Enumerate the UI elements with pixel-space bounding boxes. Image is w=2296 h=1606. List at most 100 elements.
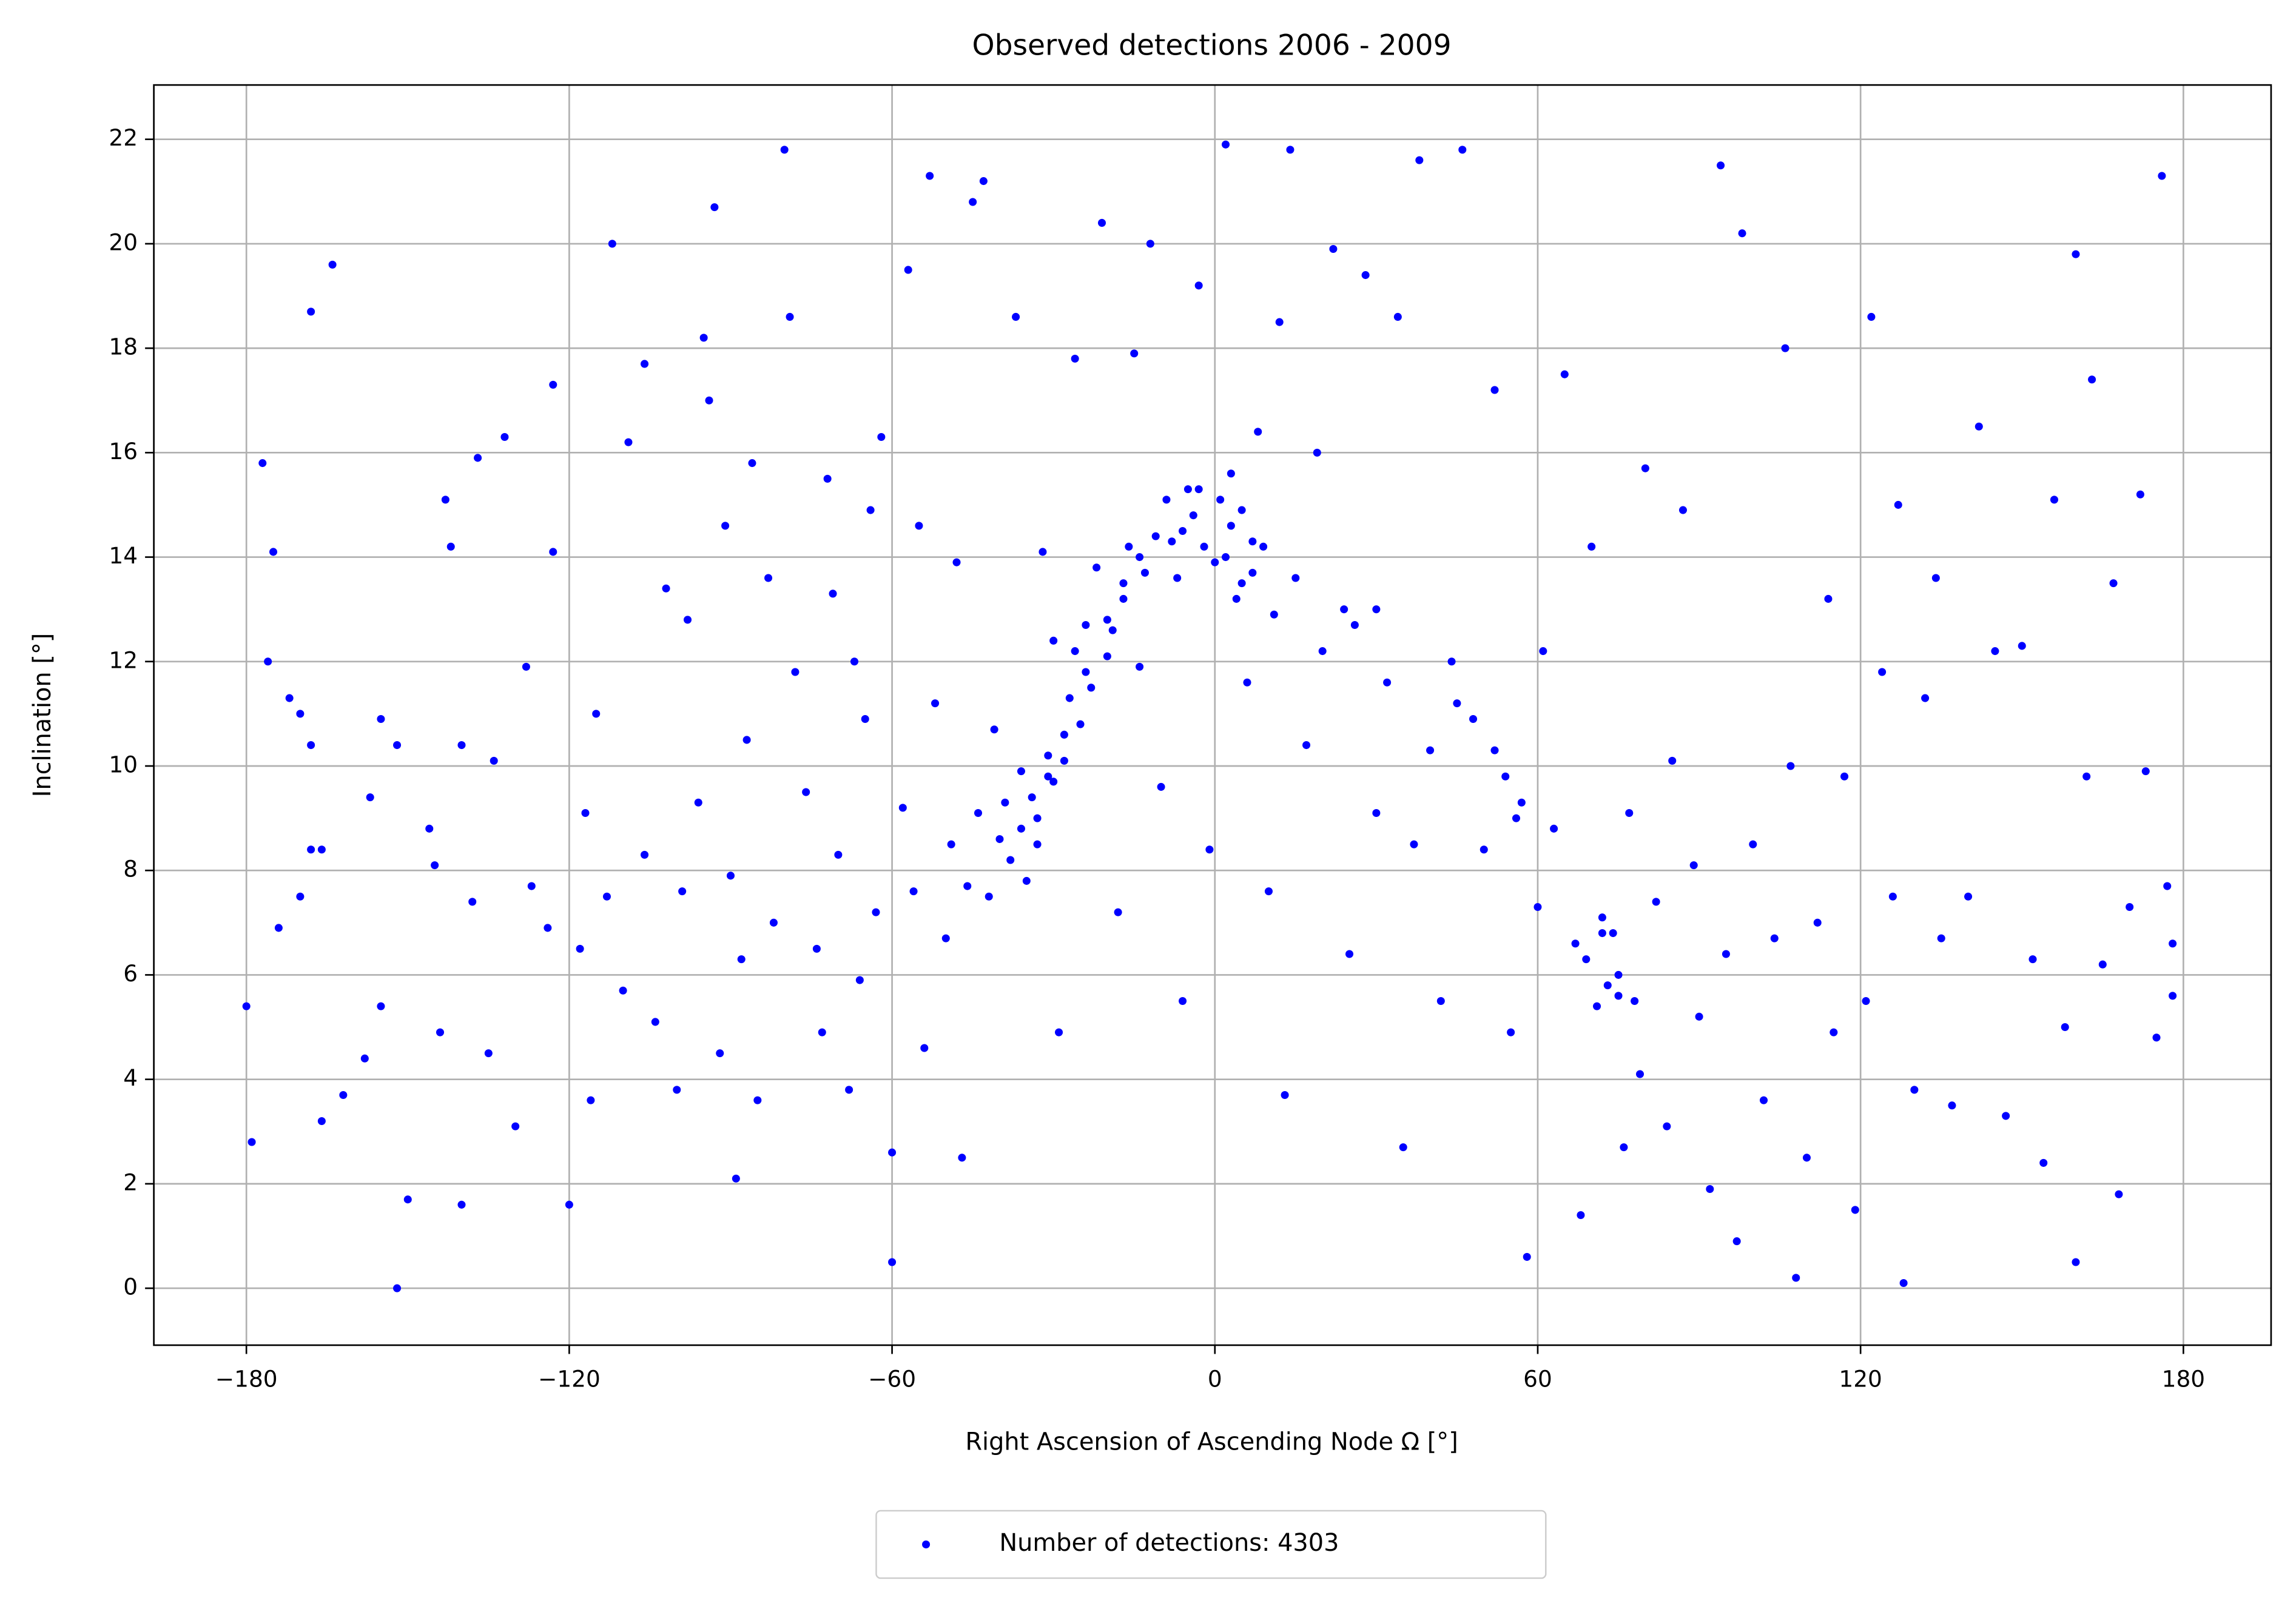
scatter-point	[926, 172, 934, 180]
ticks: −180 −120 −60 0 60 120 180 0 2 4 6 8 10 12 14 16 18 20 22	[109, 124, 2205, 1392]
scatter-point	[662, 584, 670, 593]
scatter-point	[441, 496, 449, 504]
scatter-point	[1722, 950, 1730, 958]
scatter-point	[1830, 1028, 1838, 1037]
scatter-point	[1097, 218, 1106, 227]
scatter-point	[360, 1054, 369, 1063]
scatter-point	[1136, 553, 1144, 562]
scatter-point	[995, 835, 1004, 844]
scatter-point	[732, 1174, 740, 1183]
scatter-point	[1157, 782, 1165, 791]
scatter-point	[898, 804, 907, 812]
scatter-point	[1614, 970, 1623, 979]
scatter-point	[748, 459, 756, 468]
scatter-point	[484, 1049, 493, 1058]
y-tick-label: 12	[109, 647, 138, 673]
scatter-point	[1350, 620, 1359, 630]
scatter-point	[1237, 506, 1246, 514]
scatter-point	[2088, 375, 2096, 384]
scatter-point	[2002, 1112, 2010, 1120]
scatter-point	[1017, 767, 1025, 776]
scatter-point	[1587, 542, 1596, 551]
scatter-point	[393, 741, 402, 750]
y-tick-label: 22	[109, 124, 138, 151]
scatter-point	[1082, 620, 1090, 630]
scatter-point	[285, 694, 294, 702]
scatter-point	[818, 1028, 826, 1037]
scatter-point	[1410, 840, 1418, 848]
scatter-point	[1447, 657, 1456, 666]
scatter-point	[269, 548, 278, 556]
scatter-point	[866, 506, 875, 514]
scatter-point	[1786, 762, 1795, 770]
scatter-point	[1232, 594, 1241, 603]
scatter-point	[1189, 511, 1197, 520]
x-tick-label: −60	[868, 1365, 916, 1392]
scatter-point	[242, 1002, 251, 1010]
scatter-point	[753, 1096, 762, 1104]
scatter-point	[1076, 720, 1085, 728]
scatter-point	[1044, 751, 1052, 760]
scatter-point	[920, 1044, 929, 1052]
scatter-point	[872, 908, 880, 916]
x-tick-label: −180	[215, 1365, 278, 1392]
scatter-point	[608, 240, 616, 248]
scatter-point	[1738, 229, 1746, 238]
scatter-point	[1119, 579, 1128, 588]
scatter-point	[2098, 960, 2107, 969]
scatter-point	[1931, 574, 1940, 582]
scatter-point	[1179, 526, 1187, 536]
scatter-point	[1216, 496, 1225, 504]
scatter-point	[1415, 156, 1424, 164]
scatter-point	[1140, 568, 1149, 577]
scatter-point	[1146, 240, 1154, 248]
scatter-point	[1792, 1274, 1800, 1282]
scatter-point	[2136, 490, 2144, 499]
scatter-point	[673, 1086, 681, 1094]
scatter-point	[1055, 1028, 1063, 1037]
y-tick-label: 2	[123, 1169, 138, 1195]
scatter-point	[888, 1258, 897, 1266]
scatter-point	[317, 1117, 326, 1126]
scatter-point	[1571, 939, 1580, 948]
scatter-point	[1393, 312, 1402, 321]
x-tick-label: 180	[2162, 1365, 2205, 1392]
scatter-point	[619, 986, 627, 995]
scatter-point	[425, 824, 434, 833]
legend-label: Number of detections: 4303	[999, 1529, 1339, 1557]
scatter-point	[1507, 1028, 1515, 1037]
scatter-point	[436, 1028, 445, 1037]
x-axis-label: Right Ascension of Ascending Node Ω [°]	[965, 1428, 1458, 1456]
scatter-point	[1824, 594, 1833, 603]
y-tick-label: 16	[109, 438, 138, 465]
scatter-point	[1361, 271, 1370, 280]
scatter-point	[1894, 500, 1902, 509]
legend: Number of detections: 4303	[922, 1529, 1339, 1557]
y-tick-label: 4	[123, 1064, 138, 1091]
scatter-point	[393, 1284, 402, 1292]
scatter-point	[1372, 808, 1381, 818]
scatter-point	[1183, 485, 1192, 494]
scatter-point	[641, 850, 649, 859]
scatter-point	[377, 714, 385, 724]
scatter-point	[2158, 172, 2166, 180]
grid	[153, 85, 2271, 1345]
scatter-point	[969, 198, 977, 206]
scatter-point	[296, 710, 305, 718]
scatter-point	[1049, 636, 1058, 645]
scatter-point	[1329, 244, 1338, 254]
scatter-point	[2072, 250, 2080, 258]
scatter-point	[742, 736, 751, 744]
scatter-point	[1071, 647, 1079, 656]
scatter-point	[1103, 652, 1111, 660]
scatter-point	[1313, 448, 1321, 457]
scatter-point	[264, 657, 272, 666]
scatter-point	[1749, 840, 1757, 848]
scatter-point	[296, 892, 305, 901]
scatter-point	[2018, 642, 2026, 650]
scatter-point	[1663, 1122, 1671, 1131]
scatter-point	[2115, 1190, 2123, 1198]
scatter-point	[446, 542, 455, 551]
scatter-point	[1200, 542, 1208, 551]
